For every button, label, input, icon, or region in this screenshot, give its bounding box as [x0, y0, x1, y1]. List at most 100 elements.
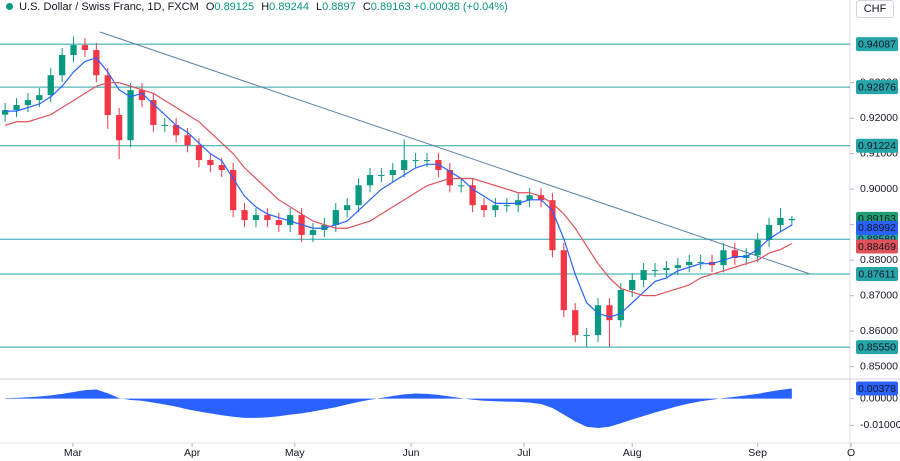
- candle-body: [549, 200, 556, 251]
- candle-body: [754, 239, 761, 256]
- candle-body: [1, 110, 9, 115]
- candle-body: [138, 90, 146, 101]
- candle-body: [195, 145, 203, 161]
- y-tick-label: 0.88000: [860, 254, 898, 266]
- level-label-box: [856, 80, 898, 95]
- level-label-box: [856, 37, 898, 52]
- x-tick-label: O: [847, 447, 855, 459]
- ohlc-key: O: [205, 1, 215, 13]
- y-tick-label: 0.87000: [860, 289, 898, 301]
- x-tick-label: Apr: [184, 447, 201, 459]
- symbol-title: U.S. Dollar / Swiss Franc, 1D, FXCM: [19, 1, 199, 13]
- candle-body: [401, 160, 408, 171]
- level-label: 0.94087: [858, 38, 896, 50]
- trend-line: [99, 31, 811, 275]
- candle-body: [560, 250, 567, 311]
- candle-body: [321, 225, 328, 230]
- ma-fast-label-box: [856, 220, 898, 235]
- x-tick-label: Jun: [403, 447, 420, 459]
- candle-body: [366, 174, 374, 186]
- x-tick-label: Aug: [623, 447, 642, 459]
- ohlc-value: 0.89125: [214, 1, 255, 13]
- candle-body: [389, 170, 396, 175]
- currency-button[interactable]: CHF: [856, 0, 894, 18]
- candle-body: [184, 135, 191, 146]
- candle-body: [435, 160, 442, 171]
- level-label-box: [856, 340, 898, 355]
- candle-body: [469, 185, 476, 206]
- candle-body: [252, 215, 260, 221]
- candle-body: [309, 229, 317, 235]
- candle-body: [640, 270, 647, 281]
- candle-body: [617, 289, 624, 321]
- y-tick-label: 0.85000: [860, 360, 898, 372]
- candle-body: [116, 114, 123, 141]
- y-tick-label: 0.92000: [860, 112, 898, 124]
- candle-body: [492, 205, 499, 211]
- level-label: 0.87611: [858, 268, 895, 280]
- x-tick-label: Jul: [517, 447, 530, 459]
- candle-body: [59, 55, 66, 76]
- candle-body: [264, 215, 271, 221]
- candle-body: [526, 195, 533, 201]
- candle-body: [594, 305, 602, 336]
- candle-body: [355, 185, 362, 206]
- candle-body: [332, 210, 339, 226]
- candle-body: [686, 261, 693, 266]
- x-tick-label: Mar: [64, 447, 83, 459]
- candle-body: [13, 105, 20, 111]
- status-dot: [6, 3, 13, 10]
- candle-body: [423, 160, 431, 162]
- level-label-box: [856, 138, 898, 153]
- candle-body: [503, 205, 510, 207]
- candle-body: [651, 270, 659, 272]
- candle-body: [275, 220, 282, 226]
- candle-body: [572, 310, 579, 336]
- candle-body: [344, 205, 351, 211]
- change: +0.00038: [413, 1, 460, 13]
- candle-body: [150, 100, 157, 125]
- ma-slow-label-box: [856, 239, 898, 254]
- candle-body: [583, 335, 590, 337]
- candle-body: [207, 160, 214, 166]
- candle-body: [70, 45, 77, 56]
- candle-body: [161, 124, 168, 126]
- candle-body: [127, 90, 134, 141]
- ma-slow-label: 0.88469: [858, 241, 896, 253]
- level-label-box: [856, 266, 898, 281]
- candle-body: [765, 225, 773, 240]
- candle-body: [173, 124, 180, 136]
- level-label: 0.85550: [858, 341, 896, 353]
- ma-fast-label: 0.88992: [858, 222, 896, 234]
- ohlc-key: H: [261, 1, 270, 13]
- candle-body: [458, 185, 465, 187]
- candle-body: [674, 265, 681, 268]
- candle-body: [47, 75, 54, 96]
- candle-body: [378, 174, 385, 176]
- oscillator-area: [5, 388, 792, 429]
- osc-last-label-box: [856, 381, 898, 396]
- moving-average: [4, 82, 793, 297]
- moving-average: [5, 57, 793, 318]
- candle-body: [230, 170, 237, 211]
- candle-body: [446, 170, 453, 186]
- candle-body: [777, 217, 784, 226]
- candle-body: [537, 195, 545, 201]
- candle-body: [93, 50, 100, 76]
- candle-body: [36, 95, 43, 101]
- candle-body: [480, 205, 488, 211]
- change-pct: (+0.04%): [462, 1, 508, 13]
- candle-body: [104, 75, 111, 115]
- y-tick-label: 0.86000: [860, 325, 898, 337]
- level-label: 0.92876: [858, 81, 896, 93]
- osc-tick-label: -0.01000: [860, 419, 900, 431]
- ohlc-key: L: [316, 1, 323, 13]
- ohlc-value: 0.89244: [269, 1, 309, 13]
- candle-body: [663, 267, 670, 271]
- candle-body: [697, 261, 704, 263]
- ohlc-key: C: [362, 1, 371, 13]
- osc-last-label: 0.00378: [858, 383, 896, 395]
- candle-body: [515, 200, 522, 206]
